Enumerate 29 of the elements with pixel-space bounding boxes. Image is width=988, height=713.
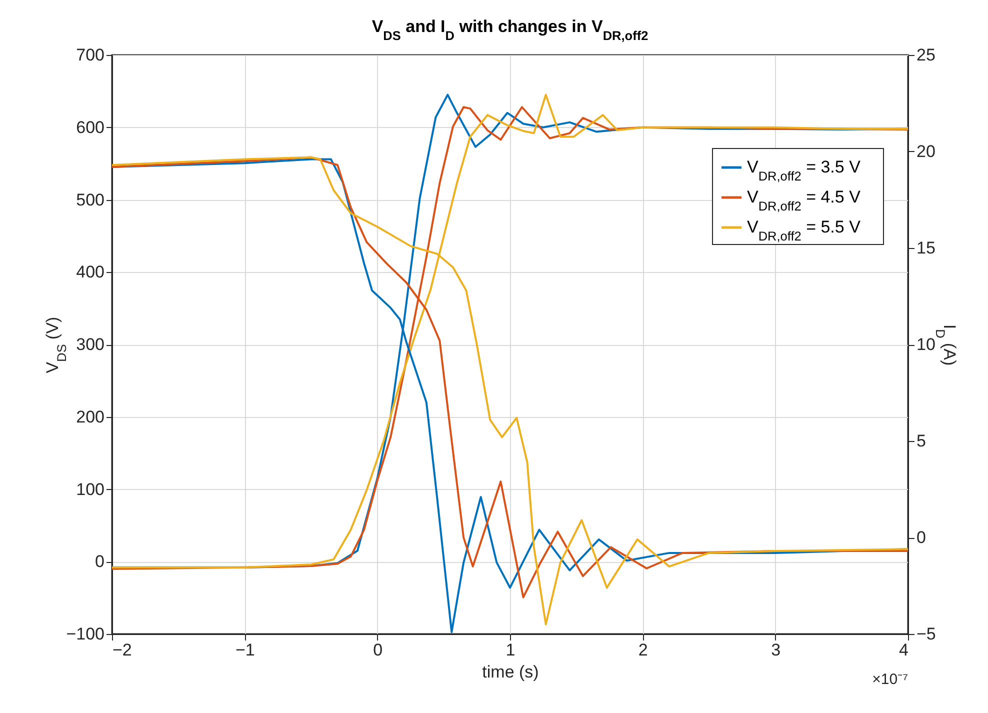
y2-tick-label: 5 xyxy=(916,432,926,450)
x-tick-label: −2 xyxy=(112,640,132,660)
x-tick-label: 4 xyxy=(899,640,908,660)
y-tick-label: 0 xyxy=(95,552,104,572)
legend-label: V$_{DR,off2}$ = 3.5 V xyxy=(747,158,862,183)
y-tick-label: −100 xyxy=(66,624,104,644)
y-tick-label: 300 xyxy=(76,335,104,354)
legend-label: V$_{DR,off2}$ = 5.5 V xyxy=(747,218,862,243)
x-tick-label: 2 xyxy=(638,640,648,660)
y2-tick-label: 15 xyxy=(916,238,936,258)
y2-tick-label: −5 xyxy=(916,624,936,644)
y-tick-label: 600 xyxy=(76,118,104,137)
y-tick-label: 400 xyxy=(76,262,104,282)
y-tick-label: 100 xyxy=(76,480,104,499)
y-tick-label: 700 xyxy=(76,46,104,64)
y2-tick-label: 10 xyxy=(916,335,936,354)
chart-title: V$_{DS}$ and I$_{D}$ with changes in V$_{DR,off2}$ xyxy=(372,17,648,42)
legend-label: V$_{DR,off2}$ = 4.5 V xyxy=(747,188,862,213)
text: ×10⁻⁷ xyxy=(872,671,908,688)
x-axis-title: time (s) xyxy=(482,662,539,682)
y2-tick-label: 0 xyxy=(916,528,926,547)
x-tick-label: 0 xyxy=(373,640,383,660)
y-tick-label: 200 xyxy=(76,407,104,426)
y-tick-label: 500 xyxy=(76,190,104,210)
y2-tick-label: 25 xyxy=(916,46,936,64)
x-tick-label: −1 xyxy=(235,640,255,660)
x-tick-label: 3 xyxy=(771,640,781,660)
y2-tick-label: 20 xyxy=(916,142,936,161)
x-tick-label: 1 xyxy=(506,640,516,660)
